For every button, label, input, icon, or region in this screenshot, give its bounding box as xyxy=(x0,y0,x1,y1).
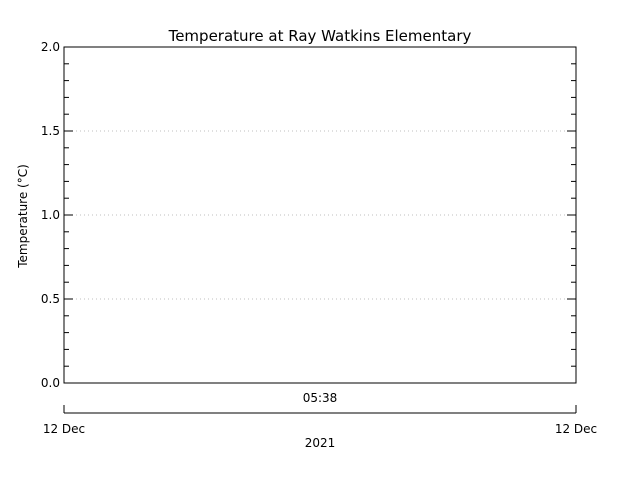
y-tick-label: 0.5 xyxy=(41,292,60,306)
y-tick-label: 0.0 xyxy=(41,376,60,390)
chart-title: Temperature at Ray Watkins Elementary xyxy=(168,27,472,45)
start-date-label: 12 Dec xyxy=(43,422,85,436)
y-tick-label: 1.0 xyxy=(41,208,60,222)
y-tick-label: 1.5 xyxy=(41,124,60,138)
time-label: 05:38 xyxy=(303,391,338,405)
y-tick-labels: 0.0 0.5 1.0 1.5 2.0 xyxy=(41,40,60,390)
y-axis-ticks xyxy=(64,46,576,384)
grid-lines xyxy=(64,130,576,300)
year-label: 2021 xyxy=(305,436,336,450)
end-date-label: 12 Dec xyxy=(555,422,597,436)
y-axis-label: Temperature (°C) xyxy=(16,164,30,269)
y-tick-label: 2.0 xyxy=(41,40,60,54)
plot-frame xyxy=(63,46,577,384)
